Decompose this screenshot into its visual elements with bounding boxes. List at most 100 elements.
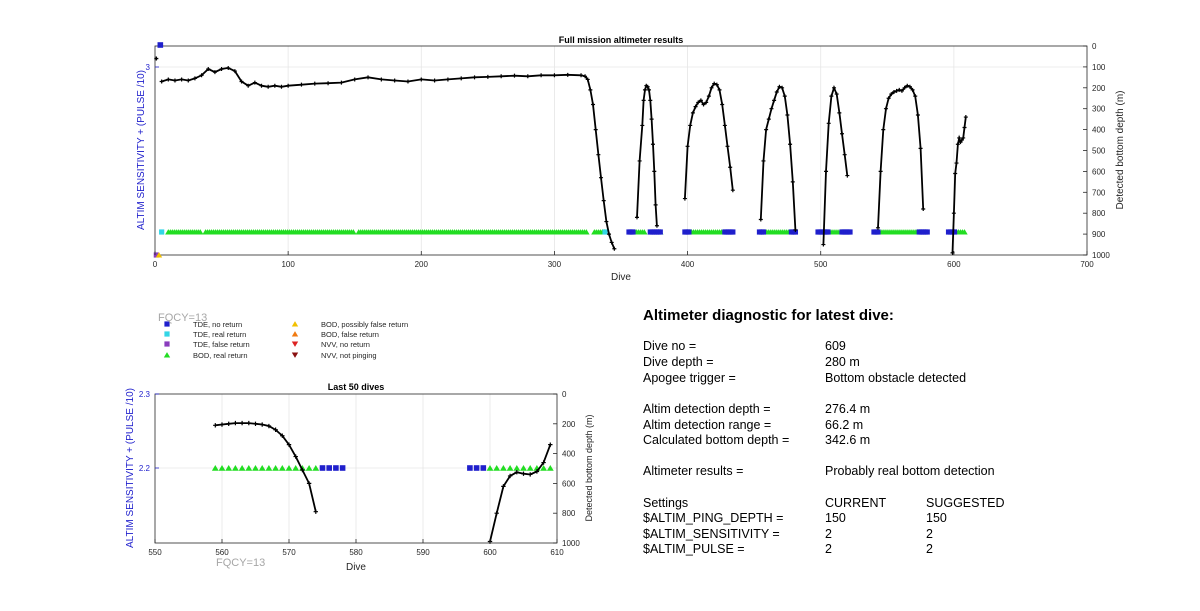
top-depth-point [728,165,733,170]
legend-marker-triangle [291,341,299,347]
top-depth-point [764,127,769,132]
top-depth-point [642,87,647,92]
top-depth-point [698,98,703,103]
top-depth-point [565,72,570,77]
bottom-depth-point [233,420,238,426]
top-tde-no-return-marker [730,229,736,235]
diag-label-bottom-depth: Calculated bottom depth = [643,433,790,447]
top-depth-point [648,98,653,103]
top-depth-point [693,104,698,109]
bottom-depth-point [239,420,245,426]
bottom-ytick-label-right: 200 [562,420,576,429]
top-depth-point [459,76,464,81]
top-ytick-label-right: 0 [1092,42,1097,51]
top-depth-point [725,144,730,149]
top-depth-point [266,84,271,89]
bottom-depth-segment [215,422,317,512]
top-tde-no-return-marker [760,229,767,235]
top-ytick-label-right: 300 [1092,105,1106,114]
top-depth-point [769,106,774,111]
top-depth-point [959,138,964,143]
top-depth-point [682,196,687,201]
top-depth-point [246,83,251,88]
bottom-bod-real-marker [513,464,521,471]
full-mission-chart: 0 100 200 300 400 500 600 700 0 100 200 300 400 500 60… [136,35,1126,283]
top-depth-point [259,83,264,88]
bottom-depth-point [494,511,499,516]
bottom-depth-point [293,454,298,459]
top-depth-point [405,79,410,84]
bottom-ytick-label-right: 800 [562,509,576,518]
top-depth-point [957,135,962,140]
top-tde-no-return-marker [792,229,799,235]
top-depth-point [955,142,960,147]
bottom-depth-point [286,442,292,447]
bottom-bod-real-marker [493,464,501,471]
top-tde-no-return-marker [847,229,853,235]
top-depth-point [552,73,557,78]
top-depth-point [206,66,211,71]
top-tde-real-return-marker [159,229,165,235]
bottom-xtick-label: 550 [148,548,162,557]
bottom-tde-no-return-marker [319,465,326,471]
diag-label-apogee-trigger: Apogee trigger = [643,371,736,385]
top-ytick-label-right: 500 [1092,147,1106,156]
top-depth-point [154,56,159,61]
top-depth-point [650,142,655,147]
top-depth-point [299,82,304,87]
bottom-xtick-label: 590 [416,548,430,557]
legend-label: BOD, possibly false return [321,320,408,329]
top-setting-marker [153,252,159,258]
top-tde-no-return-marker [875,229,881,235]
top-depth-point [701,102,706,107]
top-depth-point [499,74,504,79]
legend-label: TDE, real return [193,330,246,339]
top-depth-segment [822,85,849,245]
setting-name-ping-depth: $ALTIM_PING_DEPTH = [643,511,784,525]
top-depth-point [583,74,588,79]
top-depth-point [963,115,968,120]
top-depth-point [226,65,231,70]
top-depth-point [392,78,397,83]
top-depth-point [640,123,645,128]
top-depth-point [596,152,601,157]
top-depth-point [352,77,357,82]
bottom-xtick-label: 580 [349,548,363,557]
top-depth-point [793,227,798,232]
top-depth-point [646,87,651,92]
bottom-depth-point [219,422,225,427]
legend-label: NVV, not pinging [321,351,377,360]
legend-label: NVV, no return [321,340,370,349]
top-depth-point [512,73,517,78]
diag-value-dive-depth: 280 m [825,355,860,369]
top-depth-point [641,98,646,103]
top-depth-point [722,123,727,128]
top-ytick-label-right: 1000 [1092,251,1110,260]
top-depth-point [609,240,614,245]
top-depth-point [845,173,850,178]
bottom-depth-point [548,442,553,447]
top-depth-point [445,77,450,82]
top-depth-point [239,79,244,84]
top-xtick-label: 100 [281,260,295,269]
bottom-bod-real-marker [225,464,233,471]
top-depth-point [579,73,584,78]
top-depth-point [785,112,790,117]
top-depth-point [961,135,966,140]
top-ytick-label-right: 100 [1092,63,1106,72]
top-depth-point [953,171,958,176]
top-tde-no-return-marker [951,229,958,235]
diag-label-dive-no: Dive no = [643,339,697,353]
top-depth-point [790,179,795,184]
top-ytick-label-right: 400 [1092,126,1106,135]
top-depth-point [709,85,714,90]
top-depth-point [252,80,257,85]
bottom-depth-point [306,481,312,486]
bottom-chart-ylabel-right: Detected bottom depth (m) [584,414,594,521]
top-depth-point [834,92,839,97]
diag-label-dive-depth: Dive depth = [643,355,714,369]
bottom-depth-point [260,422,265,427]
top-bod-real-marker [197,229,204,235]
top-depth-point [339,80,344,85]
top-depth-point [788,142,793,147]
